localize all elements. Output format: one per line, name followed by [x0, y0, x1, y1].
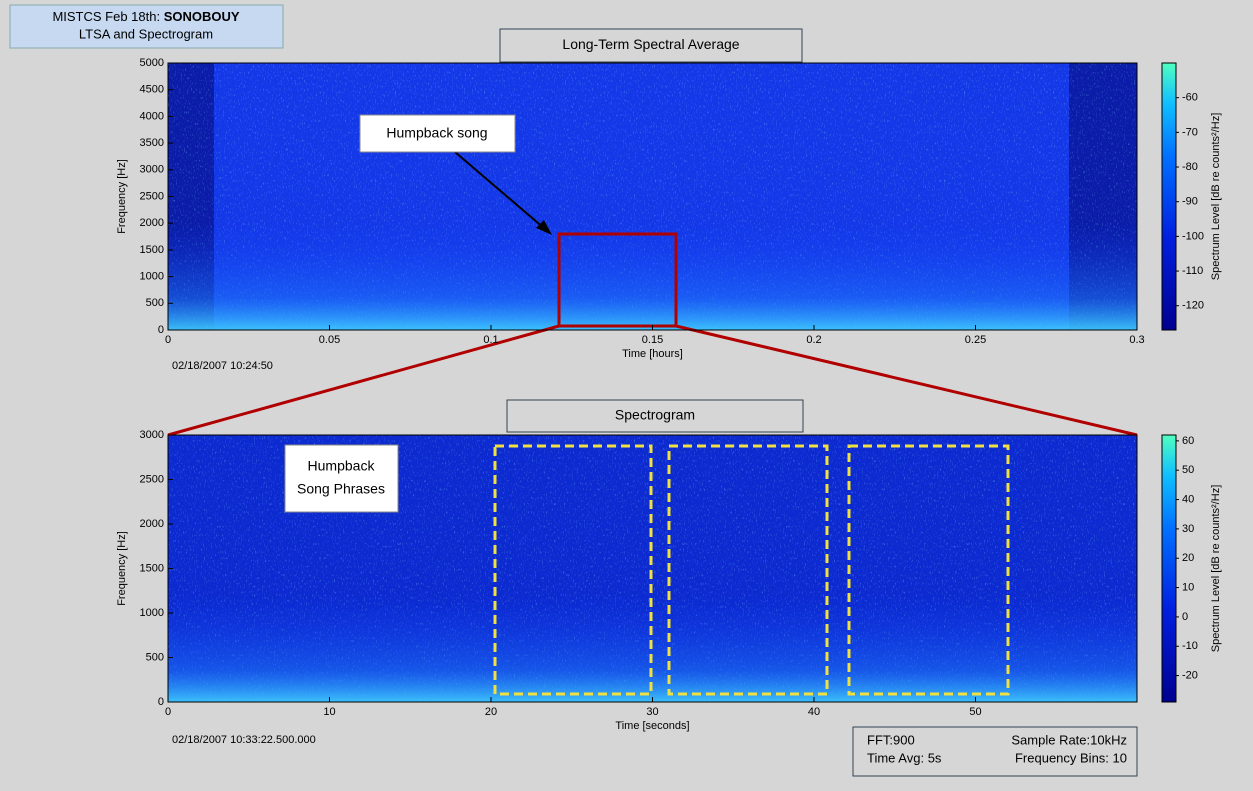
x-tick-label: 50 [969, 706, 981, 718]
colorbar-tick-label: -20 [1182, 669, 1198, 681]
colorbar-tick-label: -80 [1182, 161, 1198, 173]
colorbar-tick-label: -100 [1182, 230, 1204, 242]
phrase-box [667, 444, 829, 696]
y-tick-label: 5000 [140, 57, 164, 69]
start-time: 02/18/2007 10:33:22.500.000 [172, 734, 316, 746]
title-box [499, 28, 803, 63]
colorbar-tick-label: -90 [1182, 196, 1198, 208]
start-time: 02/18/2007 10:24:50 [172, 360, 273, 372]
info: FFT:900 [867, 732, 915, 747]
colorbar-tick-label: -110 [1182, 265, 1203, 277]
info: Sample Rate:10kHz [1011, 732, 1127, 747]
y-tick-label: 0 [158, 696, 164, 708]
y-tick-label: 4000 [140, 110, 164, 122]
annotation-box [359, 114, 516, 153]
colorbar-tick-label: 10 [1182, 581, 1194, 593]
annotation: Humpback [308, 458, 376, 474]
info: Frequency Bins: 10 [1015, 750, 1127, 765]
y-tick-label: 4500 [140, 84, 164, 96]
zoom-line [167, 324, 560, 437]
header-title: MISTCS Feb 18th: SONOBOUY [52, 9, 239, 24]
y-tick-label: 3000 [140, 164, 164, 176]
y-axis-label: Frequency [Hz] [116, 531, 128, 606]
y-tick-label: 2500 [140, 473, 164, 485]
y-tick-label: 2000 [140, 217, 164, 229]
x-tick-label: 0.1 [483, 334, 498, 346]
annotation-box [284, 444, 399, 513]
phrase-box [493, 444, 653, 696]
zoom-line [675, 324, 1138, 437]
x-axis-label: Time [hours] [622, 348, 683, 360]
info-box [852, 726, 1138, 777]
x-tick-label: 0.2 [806, 334, 821, 346]
x-axis-label: Time [seconds] [615, 720, 689, 732]
colorbar-label: Spectrum Level [dB re counts²/Hz] [1210, 113, 1222, 281]
header-box [9, 4, 284, 49]
y-tick-label: 0 [158, 324, 164, 336]
chart-title: Spectrogram [615, 407, 695, 423]
colorbar [1161, 62, 1177, 331]
colorbar [1161, 434, 1177, 703]
y-tick-label: 3500 [140, 137, 164, 149]
x-tick-label: 30 [646, 706, 658, 718]
colorbar-tick-label: 60 [1182, 435, 1194, 447]
colorbar-tick-label: 40 [1182, 493, 1194, 505]
annotation: Humpback song [386, 125, 487, 141]
x-tick-label: 0.05 [319, 334, 340, 346]
y-tick-label: 500 [146, 297, 164, 309]
x-tick-label: 10 [323, 706, 335, 718]
colorbar-tick-label: 20 [1182, 552, 1194, 564]
x-tick-label: 0 [165, 334, 171, 346]
y-tick-label: 1500 [140, 244, 164, 256]
header-subtitle: LTSA and Spectrogram [79, 26, 213, 41]
y-tick-label: 1500 [140, 562, 164, 574]
colorbar-tick-label: -70 [1182, 126, 1198, 138]
x-tick-label: 0 [165, 706, 171, 718]
x-tick-label: 0.25 [965, 334, 986, 346]
y-tick-label: 2500 [140, 190, 164, 202]
zoom-box [557, 232, 678, 328]
y-tick-label: 500 [146, 651, 164, 663]
colorbar-tick-label: 30 [1182, 523, 1194, 535]
x-tick-label: 0.15 [642, 334, 663, 346]
y-axis-label: Frequency [Hz] [116, 159, 128, 234]
annotation: Song Phrases [297, 481, 385, 497]
colorbar-tick-label: -10 [1182, 640, 1198, 652]
colorbar-tick-label: 50 [1182, 464, 1194, 476]
colorbar-tick-label: 0 [1182, 611, 1188, 623]
colorbar-tick-label: -120 [1182, 300, 1204, 312]
phrase-box [847, 444, 1010, 696]
y-tick-label: 3000 [140, 429, 164, 441]
colorbar-label: Spectrum Level [dB re counts²/Hz] [1210, 485, 1222, 653]
info: Time Avg: 5s [867, 750, 942, 765]
x-tick-label: 20 [485, 706, 497, 718]
title-box [506, 399, 804, 433]
y-tick-label: 1000 [140, 271, 164, 283]
y-tick-label: 1000 [140, 607, 164, 619]
chart-title: Long-Term Spectral Average [562, 36, 739, 52]
colorbar-tick-label: -60 [1182, 92, 1198, 104]
arrow [454, 151, 546, 230]
x-tick-label: 40 [808, 706, 820, 718]
y-tick-label: 2000 [140, 518, 164, 530]
arrow-head [536, 220, 552, 235]
plot-texture [168, 63, 1137, 330]
x-tick-label: 0.3 [1129, 334, 1144, 346]
